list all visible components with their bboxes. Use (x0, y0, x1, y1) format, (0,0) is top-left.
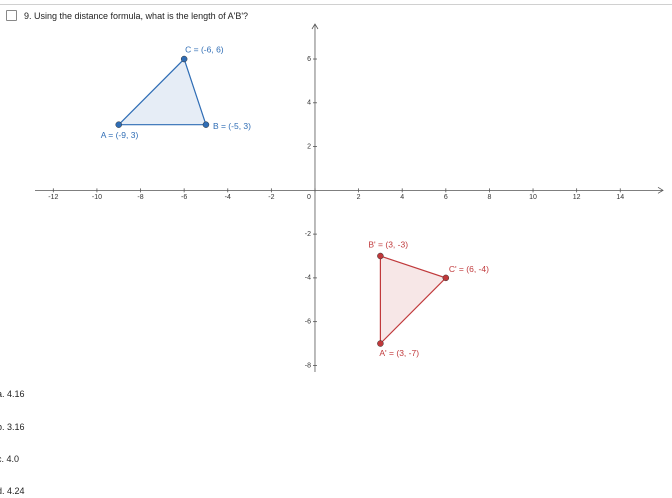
coordinate-plane: -12 -10 -8 -6 -4 -2 0 2 4 6 8 10 12 14 -8 -6 -4 -2 2 4 6 A = … (35, 23, 664, 372)
x-tick-label: 2 (357, 194, 361, 201)
x-tick-label: -4 (225, 194, 231, 201)
point-label: C = (-6, 6) (185, 44, 224, 54)
point (180, 55, 188, 63)
x-tick-label: 8 (487, 194, 491, 201)
x-tick-label: 12 (573, 194, 581, 201)
x-tick-label: -10 (92, 194, 102, 201)
y-tick-label: -6 (305, 319, 311, 326)
y-tick-label: -2 (305, 231, 311, 238)
point (377, 252, 384, 260)
y-tick-label: 6 (307, 56, 311, 63)
triangle (379, 255, 447, 345)
flag-icon[interactable] (6, 10, 17, 21)
point-label: A = (-9, 3) (101, 130, 139, 140)
point-label: B' = (3, -3) (368, 239, 408, 249)
point (377, 340, 384, 347)
choice[interactable]: d. 4.24 (0, 486, 25, 496)
point-label: C' = (6, -4) (449, 264, 489, 274)
point (202, 121, 210, 128)
point-label: B = (-5, 3) (213, 121, 251, 131)
x-tick-label: 14 (616, 194, 624, 201)
x-tick-label: -12 (48, 194, 58, 201)
x-tick-label: 0 (307, 194, 311, 201)
divider (0, 4, 672, 5)
x-tick-label: -8 (137, 194, 143, 201)
y-tick-label: 4 (307, 100, 311, 107)
triangle (117, 57, 207, 126)
x-tick-label: -2 (268, 194, 274, 201)
y-tick-label: 2 (307, 143, 311, 150)
x-tick-label: 10 (529, 194, 537, 201)
y-tick-label: -4 (305, 275, 311, 282)
question: 9. Using the distance formula, what is t… (24, 11, 249, 21)
point (442, 274, 450, 282)
choice[interactable]: c. 4.0 (0, 454, 20, 464)
y-tick-label: -8 (305, 362, 311, 369)
x-arrow (657, 186, 664, 194)
choice[interactable]: b. 3.16 (0, 422, 25, 432)
x-tick-label: 4 (400, 194, 404, 201)
x-tick-label: 6 (444, 194, 448, 201)
point (115, 121, 122, 128)
choice[interactable]: a. 4.16 (0, 389, 25, 399)
y-arrow (311, 23, 319, 30)
x-tick-label: -6 (181, 194, 187, 201)
point-label: A' = (3, -7) (379, 348, 419, 358)
